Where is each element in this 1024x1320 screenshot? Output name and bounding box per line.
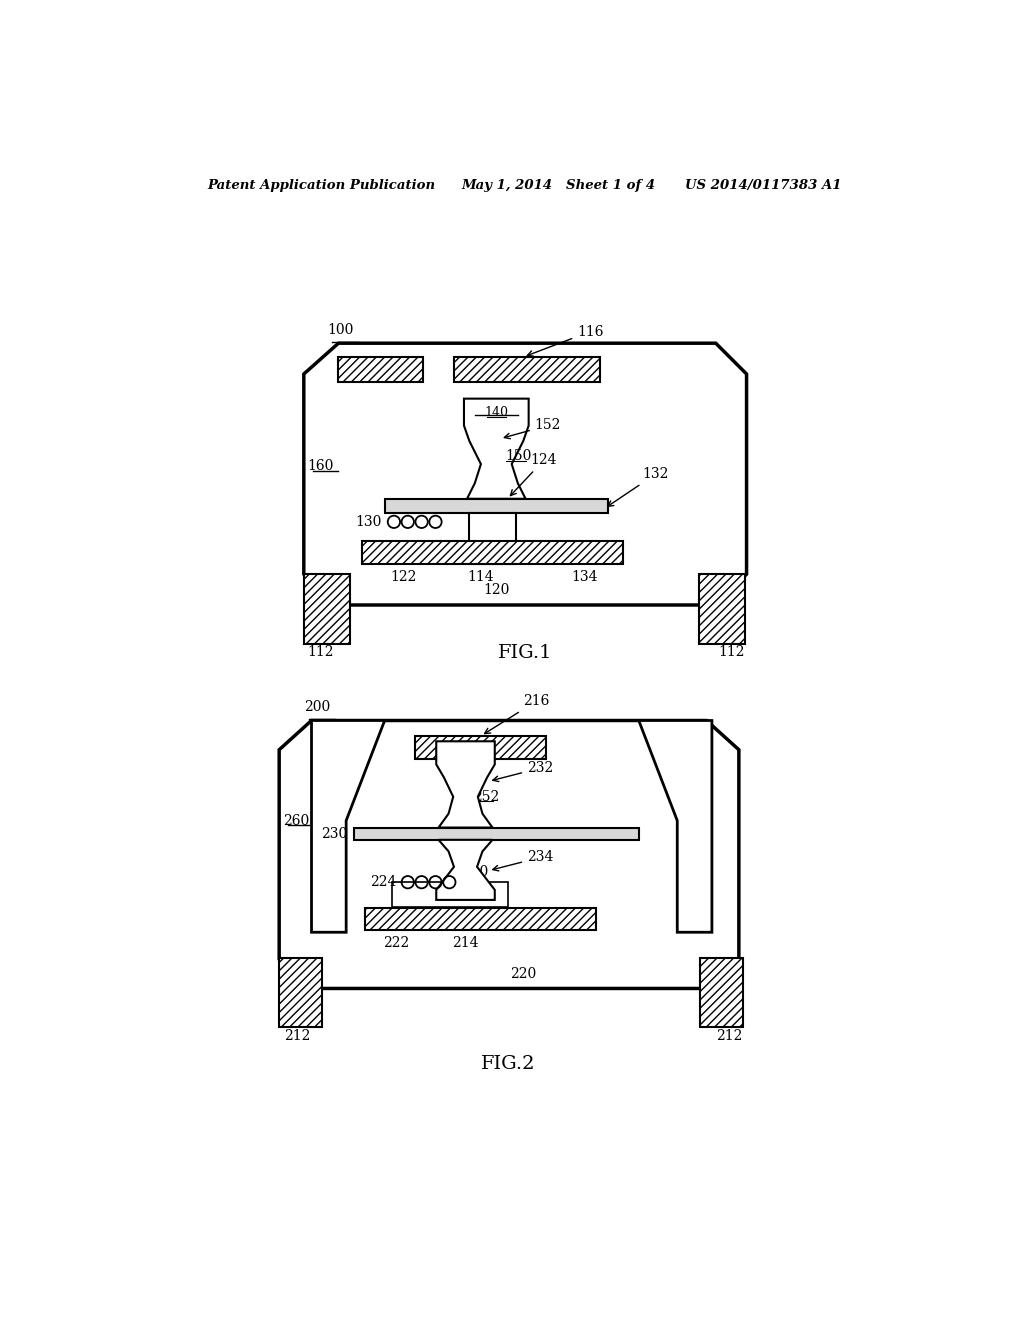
Text: 252: 252	[473, 789, 500, 804]
Text: 234: 234	[493, 850, 554, 871]
Text: 130: 130	[355, 515, 382, 529]
Bar	[700, 958, 742, 1027]
Text: 216: 216	[484, 694, 550, 734]
Bar	[339, 358, 423, 381]
Bar	[361, 541, 624, 564]
Polygon shape	[436, 840, 495, 900]
Text: 152: 152	[505, 418, 561, 438]
Text: 132: 132	[607, 467, 669, 507]
Text: 260: 260	[283, 813, 309, 828]
Polygon shape	[304, 343, 746, 605]
Text: 124: 124	[510, 453, 557, 495]
Text: 140: 140	[484, 407, 508, 418]
Bar	[469, 512, 515, 564]
Text: 134: 134	[571, 570, 598, 585]
Text: May 1, 2014   Sheet 1 of 4: May 1, 2014 Sheet 1 of 4	[462, 178, 655, 191]
Text: 100: 100	[327, 323, 353, 337]
Text: Patent Application Publication: Patent Application Publication	[208, 178, 435, 191]
Polygon shape	[436, 742, 495, 828]
Text: 122: 122	[391, 570, 417, 585]
Bar	[454, 358, 600, 381]
Text: 230: 230	[322, 826, 348, 841]
Text: 200: 200	[304, 701, 330, 714]
Bar	[698, 574, 745, 644]
Text: 232: 232	[493, 762, 553, 781]
Bar	[304, 574, 350, 644]
Bar	[280, 958, 322, 1027]
Polygon shape	[639, 721, 712, 932]
Text: 214: 214	[453, 936, 479, 950]
Bar	[471, 403, 521, 425]
Polygon shape	[280, 721, 739, 989]
Polygon shape	[464, 399, 528, 499]
Bar	[442, 751, 488, 772]
Polygon shape	[311, 721, 385, 932]
Text: FIG.2: FIG.2	[480, 1056, 536, 1073]
Bar	[354, 828, 639, 840]
Text: 114: 114	[468, 570, 495, 585]
Bar	[392, 882, 508, 907]
Text: 116: 116	[527, 325, 604, 356]
Text: 120: 120	[483, 583, 510, 598]
Text: 220: 220	[510, 966, 537, 981]
Text: 112: 112	[719, 645, 745, 659]
Text: 250: 250	[462, 865, 487, 879]
Text: FIG.1: FIG.1	[498, 644, 552, 661]
Bar	[366, 908, 596, 929]
Text: 212: 212	[285, 1028, 311, 1043]
Bar	[416, 737, 547, 759]
Text: 224: 224	[370, 875, 396, 890]
Text: US 2014/0117383 A1: US 2014/0117383 A1	[685, 178, 842, 191]
Text: 212: 212	[717, 1028, 742, 1043]
Text: 160: 160	[307, 459, 334, 474]
Text: 112: 112	[307, 645, 334, 659]
Text: 240: 240	[454, 754, 477, 767]
Bar	[385, 499, 608, 512]
Text: 222: 222	[383, 936, 410, 950]
Text: 150: 150	[506, 449, 531, 463]
